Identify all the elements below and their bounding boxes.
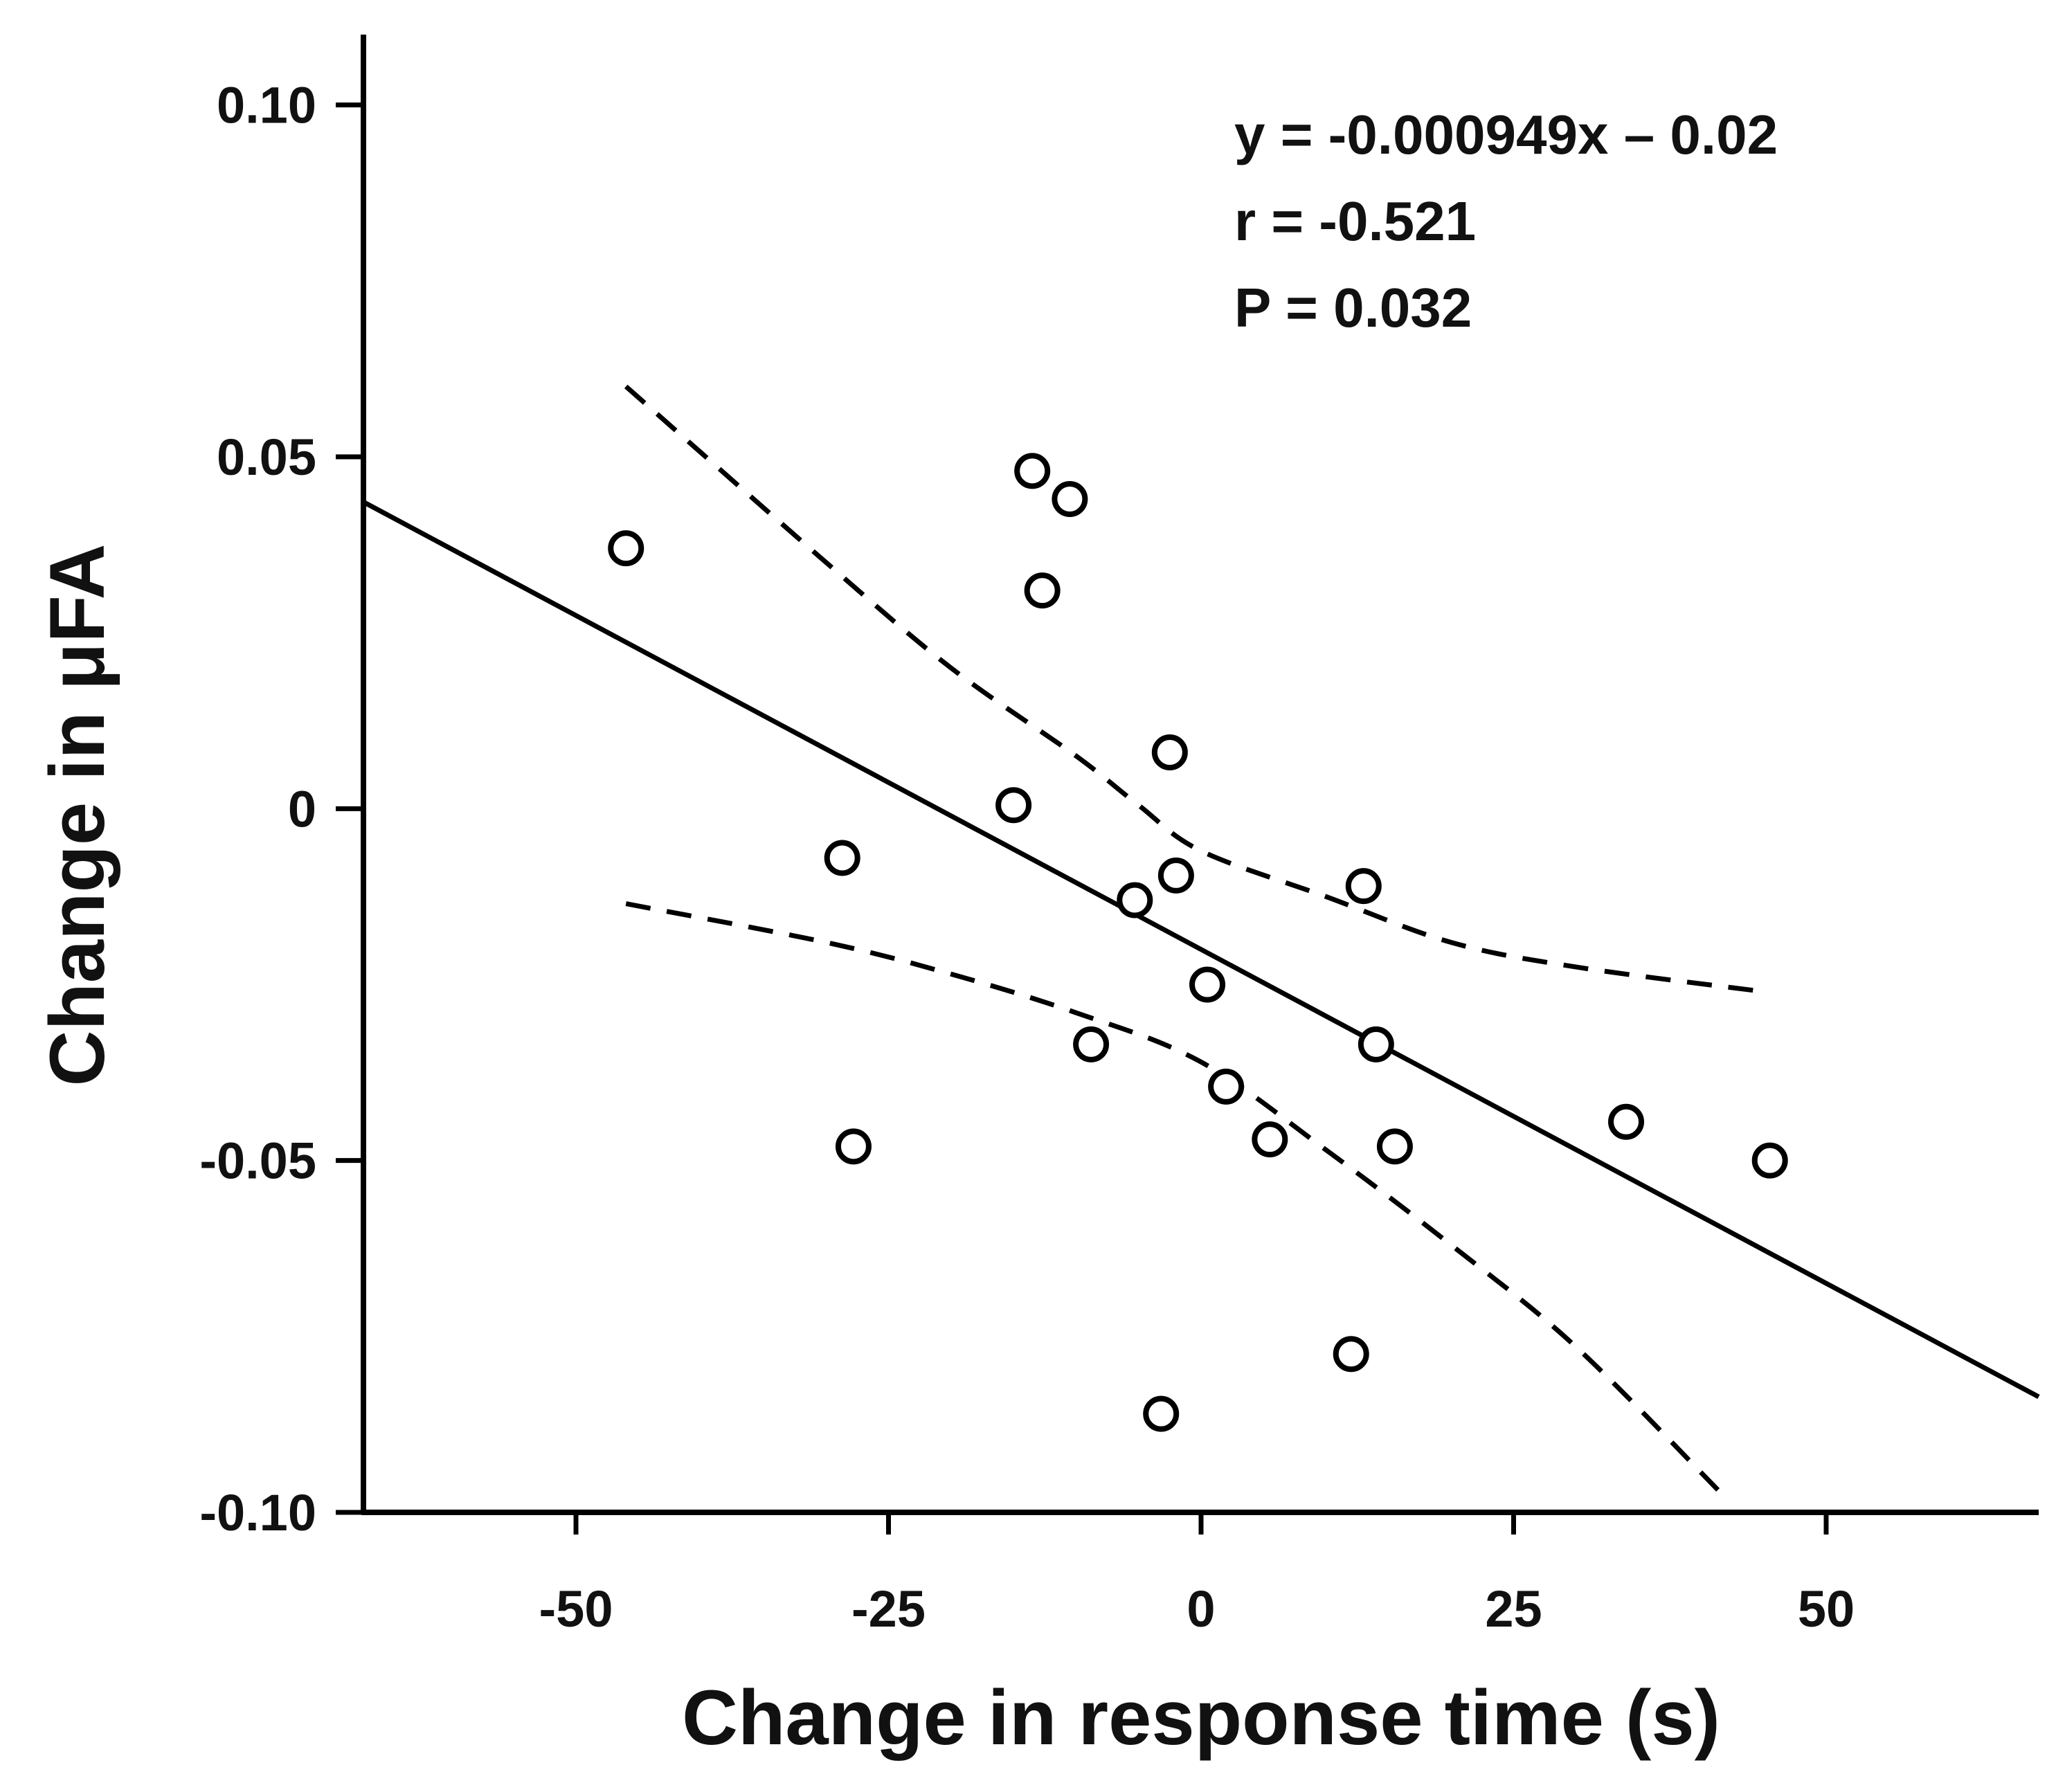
axes (361, 35, 2039, 1515)
data-points (608, 453, 1788, 1432)
data-point (1208, 1068, 1245, 1105)
annotation-line: y = -0.000949x – 0.02 (1234, 104, 1778, 165)
y-tick-label: 0 (288, 780, 316, 838)
x-tick-label: 0 (1187, 1580, 1215, 1638)
data-point (1024, 572, 1061, 609)
data-point (1333, 1336, 1369, 1373)
data-point (1252, 1121, 1288, 1158)
x-tick-label: 25 (1485, 1580, 1542, 1638)
data-point (1151, 734, 1188, 770)
data-point (1014, 453, 1051, 489)
data-point (1143, 1395, 1180, 1432)
x-tick-label: 50 (1798, 1580, 1855, 1638)
data-point (995, 787, 1032, 824)
y-tick-label: -0.10 (199, 1484, 316, 1541)
annotation-line: P = 0.032 (1234, 277, 1472, 338)
regression-line-group (362, 500, 2040, 1400)
data-point (1189, 966, 1226, 1003)
confidence-band (624, 384, 1765, 1501)
y-tick-label: 0.05 (217, 428, 316, 486)
data-point (1117, 882, 1153, 918)
data-point (835, 1128, 872, 1165)
data-point (608, 530, 644, 567)
annotation-block: y = -0.000949x – 0.02 r = -0.521 P = 0.032 (1234, 104, 1778, 338)
data-point (1358, 1026, 1394, 1062)
data-point (1608, 1103, 1645, 1140)
data-point (1376, 1128, 1413, 1165)
x-tick-label: -25 (851, 1580, 926, 1638)
data-point (824, 840, 860, 876)
confidence-curve-lower (625, 901, 1728, 1501)
data-point (1073, 1026, 1110, 1062)
y-axis-title: Change in μFA (34, 543, 120, 1086)
ticks: -50 -25 0 25 50 -0.10 -0.05 0 0.05 0.10 (199, 77, 1855, 1638)
data-point (1157, 857, 1194, 894)
y-tick-label: 0.10 (217, 77, 316, 134)
data-point (1052, 481, 1088, 517)
regression-line (362, 500, 2040, 1400)
data-point (1345, 868, 1382, 905)
x-axis-title: Change in response time (s) (682, 1674, 1720, 1761)
x-tick-label: -50 (539, 1580, 613, 1638)
y-tick-label: -0.05 (199, 1132, 316, 1190)
data-point (1751, 1142, 1788, 1179)
confidence-curve-upper (624, 384, 1765, 995)
annotation-line: r = -0.521 (1234, 190, 1476, 252)
